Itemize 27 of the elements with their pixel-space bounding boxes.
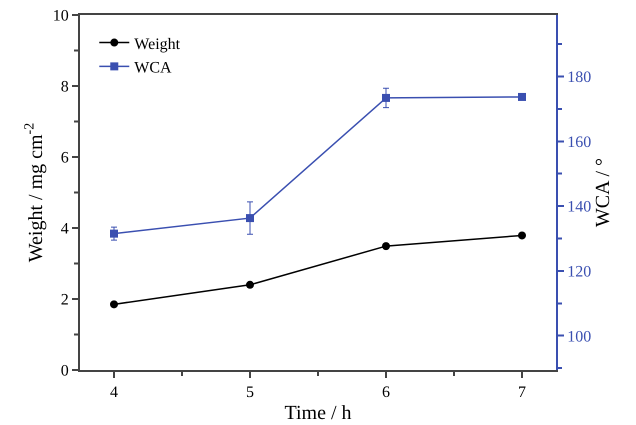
point bbox=[382, 94, 390, 102]
y2-tick-label: 120 bbox=[567, 263, 592, 280]
point bbox=[246, 214, 254, 222]
y2-tick-label: 180 bbox=[567, 69, 592, 86]
y2-tick-label: 160 bbox=[567, 134, 592, 151]
y2-tick-label: 140 bbox=[567, 198, 592, 216]
legend-label: Weight bbox=[134, 36, 181, 53]
y-tick-label: 6 bbox=[60, 150, 69, 167]
point bbox=[246, 280, 254, 289]
legend-label: WCA bbox=[134, 60, 172, 77]
point bbox=[110, 300, 118, 308]
x-axis-title: Time / h bbox=[284, 402, 352, 424]
y-tick-label: 8 bbox=[60, 78, 69, 96]
y-tick-label: 2 bbox=[60, 292, 69, 309]
x-tick-label: 5 bbox=[246, 384, 254, 402]
y-tick-label: 4 bbox=[60, 220, 69, 238]
point bbox=[382, 242, 390, 250]
point bbox=[518, 231, 526, 240]
point bbox=[518, 92, 526, 101]
y2-tick-label: 100 bbox=[567, 328, 592, 346]
x-tick-label: 7 bbox=[518, 384, 526, 402]
y-tick-label: 0 bbox=[60, 362, 69, 380]
x-tick-label: 4 bbox=[110, 384, 118, 402]
point bbox=[110, 230, 118, 238]
y2-axis-title: WCA / ° bbox=[592, 158, 614, 228]
y-tick-label: 10 bbox=[52, 8, 69, 25]
x-tick-label: 6 bbox=[382, 384, 390, 402]
